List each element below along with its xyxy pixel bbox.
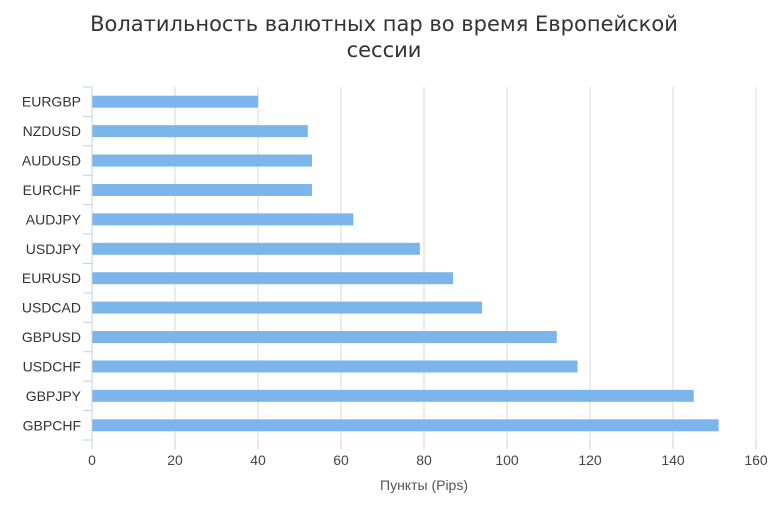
bar-audjpy xyxy=(92,213,354,226)
category-label-gbpchf: GBPCHF xyxy=(23,417,81,433)
chart-title-line-1: Волатильность валютных пар во время Евро… xyxy=(90,12,678,36)
bar-eurgbp xyxy=(92,95,258,108)
x-tick-label: 40 xyxy=(250,452,266,468)
bar-gbpchf xyxy=(92,419,719,432)
category-label-usdcad: USDCAD xyxy=(22,300,81,316)
category-label-eurchf: EURCHF xyxy=(23,182,81,198)
grid-lines xyxy=(174,87,757,440)
bar-usdcad xyxy=(92,301,483,314)
x-tick-label: 100 xyxy=(495,452,519,468)
bar-nzdusd xyxy=(92,125,308,138)
bar-usdchf xyxy=(92,360,578,373)
bar-gbpjpy xyxy=(92,389,694,402)
x-tick-label: 20 xyxy=(167,452,183,468)
chart-title-line-2: сессии xyxy=(347,38,422,62)
category-labels: EURGBP NZDUSD AUDUSD EURCHF AUDJPY USDJPY EURU… xyxy=(22,94,82,434)
chart-title: Волатильность валютных пар во время Евро… xyxy=(90,12,678,62)
category-label-nzdusd: NZDUSD xyxy=(23,123,81,139)
category-label-eurusd: EURUSD xyxy=(22,270,81,286)
x-tick-label: 120 xyxy=(578,452,602,468)
axes xyxy=(83,86,757,449)
x-tick-label: 160 xyxy=(744,452,768,468)
category-label-gbpusd: GBPUSD xyxy=(22,329,81,345)
x-tick-labels: 0 20 40 60 80 100 120 140 160 xyxy=(88,452,768,468)
category-label-audjpy: AUDJPY xyxy=(26,211,82,227)
bar-audusd xyxy=(92,154,312,167)
x-tick-label: 0 xyxy=(88,452,96,468)
category-label-eurgbp: EURGBP xyxy=(22,94,81,110)
x-tick-label: 140 xyxy=(661,452,685,468)
bars xyxy=(92,95,719,432)
x-tick-label: 80 xyxy=(416,452,432,468)
category-label-usdchf: USDCHF xyxy=(23,358,81,374)
bar-usdjpy xyxy=(92,242,420,255)
category-label-audusd: AUDUSD xyxy=(22,153,81,169)
category-label-gbpjpy: GBPJPY xyxy=(26,388,82,404)
x-axis-title: Пункты (Pips) xyxy=(380,477,468,493)
category-label-usdjpy: USDJPY xyxy=(26,241,82,257)
bar-eurusd xyxy=(92,272,454,285)
x-tick-label: 60 xyxy=(333,452,349,468)
bar-gbpusd xyxy=(92,331,557,344)
bar-eurchf xyxy=(92,183,312,196)
